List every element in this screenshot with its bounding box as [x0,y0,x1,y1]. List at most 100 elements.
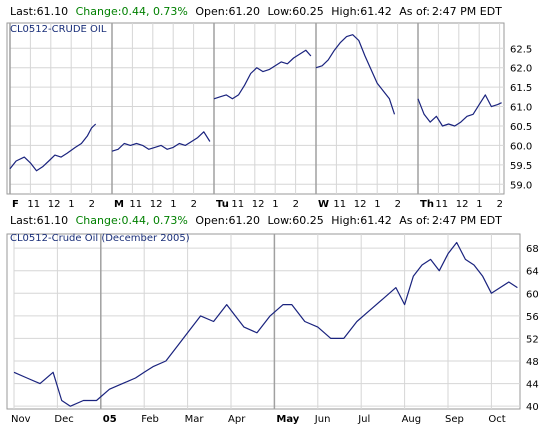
daily-chart: 40 44 48 52 56 60 64 68 Nov Dec 05 Feb Mar Apr May Jun… [6,214,539,425]
session-line-3 [213,49,312,100]
quote-line: Last:61.10 Change:0.44, 0.73% Open:61.20… [10,5,502,18]
open-value: 61.20 [228,5,260,18]
last-value: 61.10 [37,5,69,18]
change-label: Change: [76,5,122,18]
price-line [13,241,518,407]
open-label: Open: [195,214,228,227]
y-tick-label: 59.0 [510,180,532,191]
y-tick-label: 61.5 [510,83,532,94]
x-tick-label: 12 [150,199,163,210]
y-tick-label: 56 [526,312,539,323]
x-tick-label: 11 [231,199,244,210]
y-tick-label: 48 [526,357,539,368]
x-tick-label: Oct [488,414,505,425]
series-label: CL0512-CRUDE OIL [10,24,107,35]
x-tick-label: Apr [228,414,246,425]
grid-lines [13,234,520,409]
x-tick-label: 1 [374,199,380,210]
asof-value: 2:47 PM EDT [432,5,502,18]
high-value: 61.42 [360,5,392,18]
open-label: Open: [195,5,228,18]
asof-label: As of: [399,214,430,227]
x-axis-tick-labels: Nov Dec 05 Feb Mar Apr May Jun Jul Aug Sep Oct [11,414,506,425]
y-tick-label: 62.5 [510,44,532,55]
x-tick-label: Jul [357,414,370,425]
y-axis-tick-labels: 59.0 59.5 60.0 60.5 61.0 61.5 62.0 62.5 [510,44,532,191]
high-label: High: [331,5,360,18]
change-label: Change: [76,214,122,227]
session-line-2 [111,131,211,152]
x-tick-label: 11 [435,199,448,210]
y-axis-tick-labels: 40 44 48 52 56 60 64 68 [526,244,539,413]
change-value: 0.44, 0.73% [121,214,187,227]
y-tick-label: 60.0 [510,141,532,152]
last-label: Last: [10,5,37,18]
asof-value: 2:47 PM EDT [432,214,502,227]
x-tick-label: 2 [395,199,401,210]
y-tick-label: 68 [526,244,539,255]
x-tick-label: 12 [48,199,61,210]
x-tick-label: Mar [185,414,205,425]
x-tick-label: Nov [11,414,31,425]
y-tick-label: 44 [526,380,539,391]
low-label: Low: [267,5,292,18]
last-label: Last: [10,214,37,227]
intraday-chart: 59.059.560.060.561.061.562.062.5 F 11 12 1 2… [6,5,532,210]
x-tick-label: Th [420,199,434,210]
x-tick-label: 1 [68,199,74,210]
y-tick-label: 64 [526,267,539,278]
x-tick-label: Aug [402,414,422,425]
asof-label: As of: [399,5,430,18]
change-value: 0.44, 0.73% [121,5,187,18]
last-value: 61.10 [37,214,69,227]
high-value: 61.42 [360,214,392,227]
x-tick-label: Dec [54,414,73,425]
y-tick-label: 62.0 [510,64,532,75]
x-tick-label: M [114,199,124,210]
intraday-chart-panel: 59.0 59.5 60.0 60.5 61.0 61.5 62.0 62.5 F 11 12 1 2… [0,0,546,212]
y-tick-label: 60 [526,289,539,300]
high-label: High: [331,214,360,227]
y-tick-label: 59.5 [510,161,532,172]
session-line-4 [315,34,396,115]
low-label: Low: [267,214,292,227]
grid-lines [9,23,504,194]
y-tick-label: 61.0 [510,103,532,114]
x-axis-tick-labels: F 11 12 1 2 M 11 12 1 2 Tu 11 12 1 2 W 11 12 1 2 Th 11 12 1 2 [12,199,503,210]
y-tick-label: 52 [526,334,539,345]
series-line-1 [13,241,518,407]
x-tick-label: 1 [272,199,278,210]
x-tick-label: 05 [103,414,117,425]
x-tick-label: Feb [141,414,159,425]
daily-chart-panel: 40 44 48 52 56 60 64 68 Nov Dec 05 Feb Mar Apr May Jun… [0,212,546,429]
y-tick-label: 60.5 [510,122,532,133]
x-tick-label: W [318,199,329,210]
y-tick-label: 40 [526,402,539,413]
quote-line: Last:61.10 Change:0.44, 0.73% Open:61.20… [10,214,502,227]
low-value: 60.25 [292,214,324,227]
x-tick-label: 2 [497,199,503,210]
session-line-5 [417,94,502,127]
series-label: CL0512-Crude Oil (December 2005) [10,233,190,244]
x-tick-label: Jun [314,414,331,425]
x-tick-label: F [12,199,19,210]
low-value: 60.25 [292,5,324,18]
price-line [9,34,502,172]
x-tick-label: Tu [216,199,229,210]
x-tick-label: Sep [445,414,464,425]
plot-border [6,233,521,410]
session-line-1 [9,123,97,172]
open-value: 61.20 [228,214,260,227]
x-tick-label: 11 [333,199,346,210]
x-tick-label: 1 [476,199,482,210]
x-tick-label: 12 [456,199,469,210]
plot-border [6,22,505,195]
x-tick-label: 1 [170,199,176,210]
x-tick-label: 12 [354,199,367,210]
x-tick-label: 2 [293,199,299,210]
x-tick-label: 2 [89,199,95,210]
x-tick-label: 12 [252,199,265,210]
x-tick-label: May [276,414,299,425]
x-tick-label: 11 [129,199,142,210]
x-tick-label: 11 [27,199,40,210]
